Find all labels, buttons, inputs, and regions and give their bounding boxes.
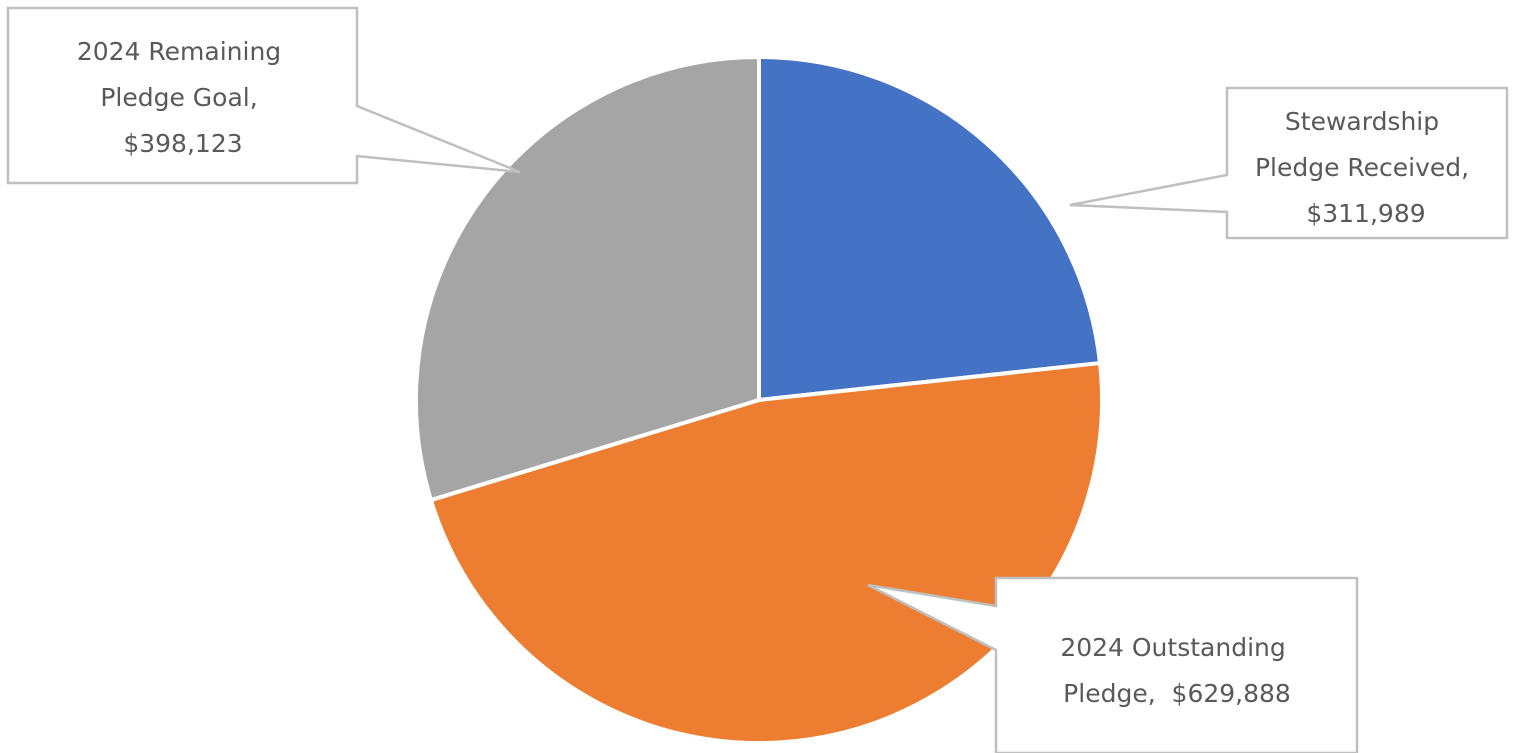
pie-slices (414, 55, 1104, 745)
pie-slice-stewardship-pledge-received (757, 55, 1103, 402)
pie-slice-2024-outstanding-pledge (428, 361, 1104, 745)
svg-text:Stewardship Pledge Recei: Stewardship Pledge Received, $311,989 (1255, 107, 1477, 228)
callout-line: $311,989 (1306, 199, 1425, 228)
callout-line: 2024 Remaining (77, 37, 281, 66)
callout-outstanding-pledge: 2024 Outstanding Pledge, $629,888 (867, 576, 1359, 753)
callout-stewardship-pledge-received: Stewardship Pledge Received, $311,989 (1069, 86, 1509, 240)
svg-text:2024 Remaining Pledge Go: 2024 Remaining Pledge Goal, $398,123 (77, 37, 289, 158)
callout-box-remaining (6, 6, 521, 185)
callout-line: Pledge Received, (1255, 153, 1469, 182)
callout-line: Pledge, $629,888 (1063, 679, 1291, 708)
svg-text:2024 Outstanding Pledge,: 2024 Outstanding Pledge, $629,888 (1060, 633, 1293, 708)
pie-slice-2024-remaining-pledge-goal (414, 55, 761, 503)
callout-remaining-pledge-goal: 2024 Remaining Pledge Goal, $398,123 (6, 6, 521, 185)
callout-line: $398,123 (123, 129, 242, 158)
callout-box-outstanding (867, 576, 1359, 753)
callout-line: Pledge Goal, (100, 83, 257, 112)
callout-line: 2024 Outstanding (1060, 633, 1285, 662)
callout-box-stewardship (1069, 86, 1509, 240)
callout-line: Stewardship (1285, 107, 1439, 136)
